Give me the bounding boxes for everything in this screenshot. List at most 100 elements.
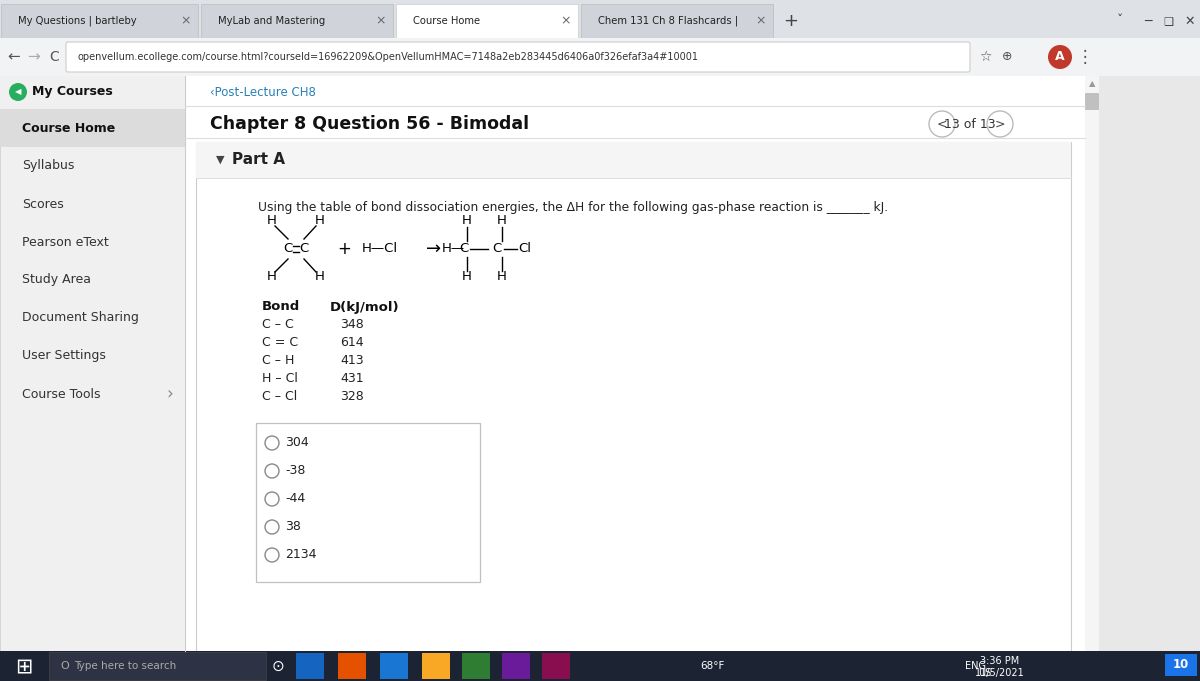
Text: Syllabus: Syllabus — [22, 159, 74, 172]
Text: ❑: ❑ — [1163, 16, 1174, 26]
Text: 68°F: 68°F — [700, 661, 725, 671]
Text: <: < — [937, 118, 947, 131]
Text: C – H: C – H — [262, 355, 294, 368]
Text: User Settings: User Settings — [22, 349, 106, 362]
Text: 413: 413 — [340, 355, 364, 368]
Circle shape — [1048, 45, 1072, 69]
Text: Pearson eText: Pearson eText — [22, 236, 109, 249]
Text: H—Cl: H—Cl — [362, 242, 398, 255]
Text: Study Area: Study Area — [22, 274, 91, 287]
Text: 328: 328 — [340, 390, 364, 404]
Text: +: + — [784, 12, 798, 30]
FancyBboxPatch shape — [0, 651, 48, 681]
Text: H: H — [462, 270, 472, 283]
Text: ▼: ▼ — [216, 155, 224, 165]
Text: D(kJ/mol): D(kJ/mol) — [330, 300, 400, 313]
Text: -44: -44 — [286, 492, 305, 505]
Text: ENG: ENG — [965, 661, 985, 671]
Text: 3:36 PM: 3:36 PM — [980, 656, 1020, 666]
Text: My Courses: My Courses — [32, 86, 113, 99]
FancyBboxPatch shape — [1, 4, 198, 38]
FancyBboxPatch shape — [196, 142, 1072, 178]
Text: H—: H— — [442, 242, 466, 255]
Text: Course Home: Course Home — [413, 16, 480, 26]
FancyBboxPatch shape — [0, 76, 185, 109]
Text: ◀: ◀ — [14, 87, 22, 97]
Text: ×: × — [756, 14, 767, 27]
FancyBboxPatch shape — [0, 0, 1200, 38]
Text: Bond: Bond — [262, 300, 300, 313]
Text: C: C — [460, 242, 469, 255]
Text: ▲: ▲ — [1088, 80, 1096, 89]
Text: ☆: ☆ — [979, 50, 991, 64]
Text: H: H — [316, 270, 325, 283]
Text: 13 of 13: 13 of 13 — [944, 118, 996, 131]
Text: ✕: ✕ — [1184, 14, 1195, 27]
Text: C – Cl: C – Cl — [262, 390, 298, 404]
Text: C: C — [492, 242, 502, 255]
FancyBboxPatch shape — [185, 76, 1085, 651]
Text: C: C — [49, 50, 59, 64]
FancyBboxPatch shape — [1085, 93, 1099, 110]
Circle shape — [265, 436, 278, 450]
Text: US: US — [978, 668, 991, 678]
FancyBboxPatch shape — [296, 653, 324, 679]
Text: ×: × — [376, 14, 386, 27]
Text: ˇ: ˇ — [1117, 14, 1123, 27]
Text: H: H — [497, 270, 506, 283]
Text: C = C: C = C — [262, 336, 298, 349]
Text: MyLab and Mastering: MyLab and Mastering — [218, 16, 325, 26]
Text: Document Sharing: Document Sharing — [22, 311, 139, 325]
FancyBboxPatch shape — [0, 38, 1200, 76]
Text: 614: 614 — [340, 336, 364, 349]
Text: ×: × — [181, 14, 191, 27]
Circle shape — [929, 111, 955, 137]
Text: ⋮: ⋮ — [1076, 48, 1093, 66]
Text: 10: 10 — [1172, 659, 1189, 671]
Circle shape — [986, 111, 1013, 137]
Text: H: H — [497, 215, 506, 227]
Text: H: H — [268, 270, 277, 283]
Text: C – C: C – C — [262, 319, 294, 332]
FancyBboxPatch shape — [202, 4, 394, 38]
Text: Course Tools: Course Tools — [22, 387, 101, 400]
FancyBboxPatch shape — [542, 653, 570, 679]
FancyBboxPatch shape — [0, 109, 185, 147]
Text: ⊞: ⊞ — [16, 656, 32, 676]
FancyBboxPatch shape — [338, 653, 366, 679]
Text: Course Home: Course Home — [22, 121, 115, 135]
Text: 11/5/2021: 11/5/2021 — [976, 668, 1025, 678]
Text: My Questions | bartleby: My Questions | bartleby — [18, 16, 137, 27]
Text: H – Cl: H – Cl — [262, 373, 298, 385]
FancyBboxPatch shape — [1165, 654, 1198, 676]
FancyBboxPatch shape — [422, 653, 450, 679]
Text: H: H — [316, 215, 325, 227]
Text: -38: -38 — [286, 464, 305, 477]
Text: Chem 131 Ch 8 Flashcards |: Chem 131 Ch 8 Flashcards | — [598, 16, 738, 27]
Text: +: + — [337, 240, 350, 258]
FancyBboxPatch shape — [462, 653, 490, 679]
Circle shape — [265, 520, 278, 534]
Text: C: C — [283, 242, 293, 255]
FancyBboxPatch shape — [66, 42, 970, 72]
Text: Scores: Scores — [22, 197, 64, 210]
Text: 304: 304 — [286, 437, 308, 449]
Text: C: C — [299, 242, 308, 255]
Text: Using the table of bond dissociation energies, the ΔH for the following gas-phas: Using the table of bond dissociation ene… — [258, 200, 888, 214]
FancyBboxPatch shape — [196, 142, 1072, 681]
Text: 431: 431 — [340, 373, 364, 385]
Circle shape — [265, 464, 278, 478]
Text: >: > — [995, 118, 1006, 131]
Text: ⊕: ⊕ — [1002, 50, 1013, 63]
FancyBboxPatch shape — [0, 651, 1200, 681]
Text: A: A — [1055, 50, 1064, 63]
Text: O: O — [60, 661, 68, 671]
Text: Cl: Cl — [518, 242, 530, 255]
Text: openvellum.ecollege.com/course.html?courseId=16962209&OpenVellumHMAC=7148a2eb283: openvellum.ecollege.com/course.html?cour… — [78, 52, 698, 62]
Text: ×: × — [560, 14, 571, 27]
Text: 2134: 2134 — [286, 548, 317, 562]
Text: 38: 38 — [286, 520, 301, 533]
Text: H: H — [268, 215, 277, 227]
Text: ─: ─ — [1145, 14, 1152, 27]
Circle shape — [10, 83, 28, 101]
